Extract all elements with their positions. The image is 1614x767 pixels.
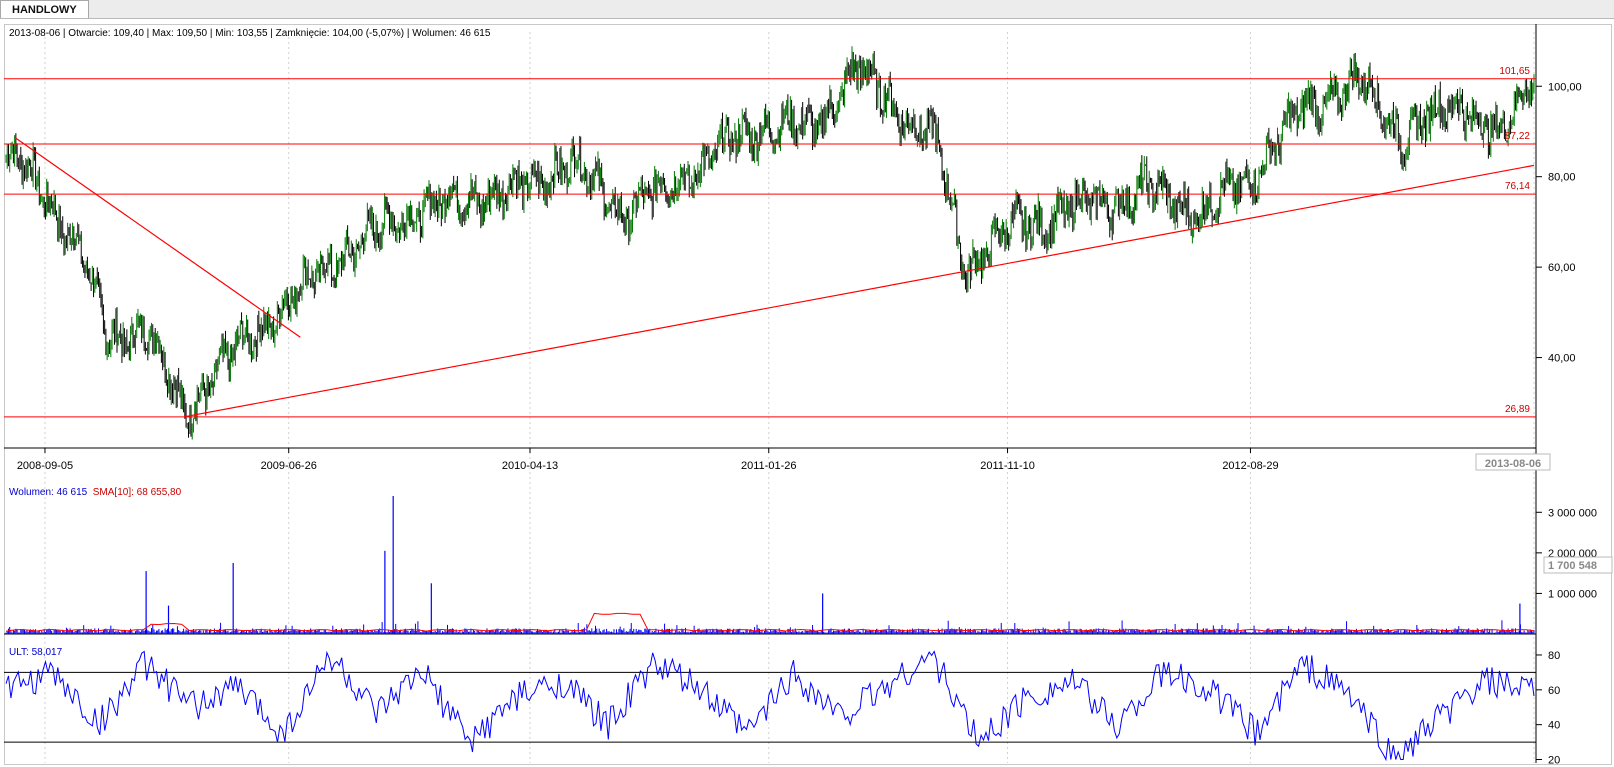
level-label: 26,89: [1505, 404, 1530, 415]
volume-legend: Wolumen: 46 615 SMA[10]: 68 655,80: [9, 487, 181, 498]
current-date-label: 2013-08-06: [1485, 458, 1541, 470]
ult-axis-label: 80: [1548, 650, 1560, 662]
price-axis-label: 60,00: [1548, 262, 1576, 274]
sma-legend-value: SMA[10]: 68 655,80: [92, 487, 182, 498]
date-axis-label: 2011-01-26: [741, 460, 796, 472]
date-axis-label: 2009-06-26: [261, 460, 317, 472]
level-label: 101,65: [1499, 66, 1530, 77]
volume-legend-value: Wolumen: 46 615: [9, 487, 88, 498]
ult-axis-label: 40: [1548, 720, 1560, 732]
ohlc-info: 2013-08-06 | Otwarcie: 109,40 | Max: 109…: [9, 28, 491, 39]
date-axis-label: 2008-09-05: [17, 460, 73, 472]
date-axis-label: 2010-04-13: [502, 460, 558, 472]
ult-legend: ULT: 58,017: [9, 647, 63, 658]
level-label: 76,14: [1505, 181, 1530, 192]
price-axis-label: 80,00: [1548, 172, 1576, 184]
price-axis-label: 40,00: [1548, 353, 1576, 365]
ult-axis-label: 20: [1548, 755, 1560, 767]
current-date-badge: [1475, 453, 1551, 471]
level-label: 87,22: [1505, 131, 1530, 142]
sma-line: [5, 612, 1535, 632]
ult-line: [5, 650, 1535, 762]
downtrend-line: [15, 137, 301, 338]
current-volume-label: 1 700 548: [1548, 560, 1597, 572]
uptrend-line: [184, 164, 1535, 418]
ult-axis-label: 60: [1548, 685, 1560, 697]
chart-frame: [4, 24, 1612, 765]
volume-axis-label: 1 000 000: [1548, 588, 1597, 600]
current-volume-badge: [1543, 556, 1613, 574]
volume-axis-label: 3 000 000: [1548, 507, 1597, 519]
tab-bar: HANDLOWY: [0, 0, 1614, 19]
date-axis-label: 2012-08-29: [1222, 460, 1278, 472]
tab-handlowy[interactable]: HANDLOWY: [0, 0, 89, 18]
date-axis-label: 2011-11-10: [980, 460, 1035, 472]
price-axis-label: 100,00: [1548, 81, 1582, 93]
